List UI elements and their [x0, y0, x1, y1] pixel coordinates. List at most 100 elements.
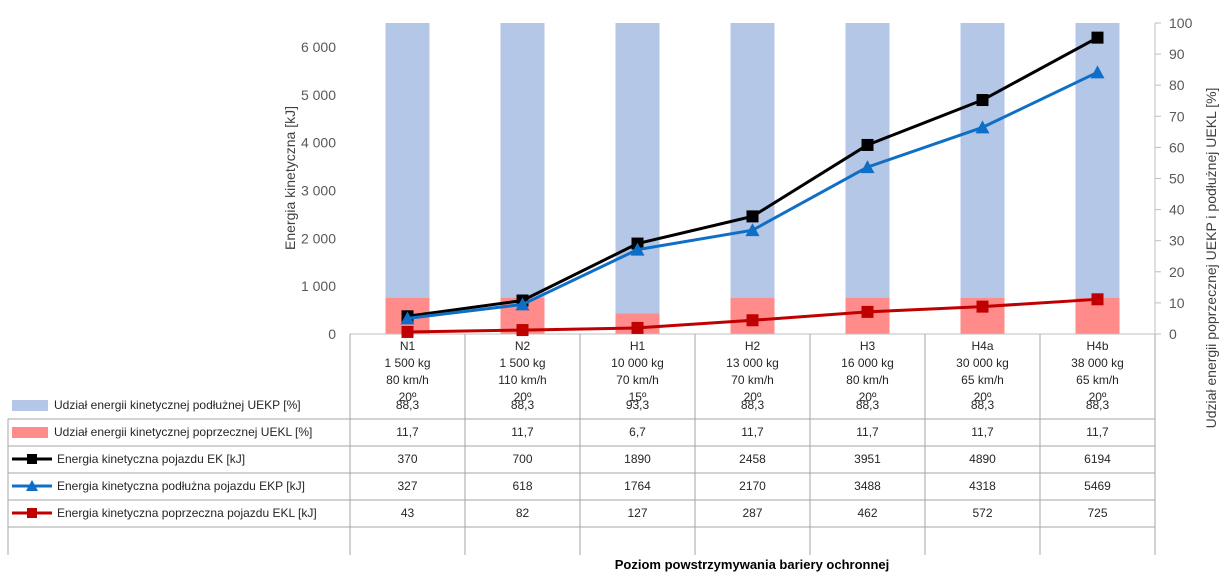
marker-1-1 — [515, 297, 530, 311]
table-cell-4-0: 43 — [401, 506, 415, 520]
table-cell-2-6: 6194 — [1084, 452, 1111, 466]
table-cell-1-1: 11,7 — [511, 425, 534, 439]
lines-layer — [400, 31, 1105, 338]
marker-0-6 — [1091, 31, 1104, 44]
y2-tick-1: 10 — [1169, 295, 1185, 311]
table-cell-4-6: 725 — [1087, 506, 1107, 520]
category-label-6-2: 65 km/h — [1076, 373, 1119, 387]
marker-2-5 — [976, 300, 989, 313]
marker-1-3 — [745, 223, 760, 237]
category-label-3-0: H2 — [745, 339, 761, 353]
marker-0-4 — [861, 138, 874, 151]
y-tick-3: 3 000 — [301, 182, 336, 198]
bar-uekp-1 — [500, 23, 545, 298]
bar-uekp-6 — [1075, 23, 1120, 298]
marker-1-5 — [975, 120, 990, 134]
marker-0-3 — [746, 210, 759, 223]
legend-label-1: Udział energii kinetycznej poprzecznej U… — [54, 425, 312, 439]
marker-1-4 — [860, 160, 875, 174]
category-label-4-0: H3 — [860, 339, 876, 353]
y2-tick-4: 40 — [1169, 202, 1185, 218]
table-cell-3-2: 1764 — [624, 479, 651, 493]
category-label-6-1: 38 000 kg — [1071, 356, 1124, 370]
category-label-0-3: 20º — [399, 390, 417, 404]
y-axis-right: 0 10 20 30 40 50 60 70 80 90 100 — [1154, 15, 1193, 342]
category-label-5-1: 30 000 kg — [956, 356, 1009, 370]
category-label-2-3: 15º — [629, 390, 647, 404]
category-label-0-2: 80 km/h — [386, 373, 429, 387]
category-label-0-0: N1 — [400, 339, 416, 353]
category-label-5-3: 20º — [974, 390, 992, 404]
category-label-4-1: 16 000 kg — [841, 356, 894, 370]
legend-label-3: Energia kinetyczna podłużna pojazdu EKP … — [57, 479, 305, 493]
legend-label-4: Energia kinetyczna poprzeczna pojazdu EK… — [57, 506, 317, 520]
table-cell-1-2: 6,7 — [629, 425, 646, 439]
marker-2-2 — [631, 321, 644, 334]
marker-0-5 — [976, 94, 989, 107]
table-cell-2-4: 3951 — [854, 452, 881, 466]
legend-label-0: Udział energii kinetycznej podłużnej UEK… — [54, 398, 301, 412]
table-cell-0-4: 88,3 — [856, 398, 880, 412]
y2-tick-0: 0 — [1169, 326, 1177, 342]
bar-uekp-5 — [960, 23, 1005, 298]
y-tick-0: 0 — [328, 326, 336, 342]
marker-1-6 — [1090, 65, 1105, 79]
table-cell-2-0: 370 — [397, 452, 417, 466]
category-label-0-1: 1 500 kg — [384, 356, 430, 370]
category-label-2-0: H1 — [630, 339, 646, 353]
legend-label-2: Energia kinetyczna pojazdu EK [kJ] — [57, 452, 245, 466]
marker-2-4 — [861, 305, 874, 318]
category-label-1-0: N2 — [515, 339, 531, 353]
table-cell-2-5: 4890 — [969, 452, 996, 466]
category-label-2-1: 10 000 kg — [611, 356, 664, 370]
category-label-3-1: 13 000 kg — [726, 356, 779, 370]
category-label-3-3: 20º — [744, 390, 762, 404]
category-label-4-3: 20º — [859, 390, 877, 404]
y-tick-6: 6 000 — [301, 39, 336, 55]
table-cell-3-5: 4318 — [969, 479, 996, 493]
marker-1-2 — [630, 242, 645, 256]
category-label-1-1: 1 500 kg — [499, 356, 545, 370]
table-cell-1-5: 11,7 — [971, 425, 994, 439]
table-cell-0-6: 88,3 — [1086, 398, 1110, 412]
y-tick-2: 2 000 — [301, 230, 336, 246]
category-label-6-3: 20º — [1089, 390, 1107, 404]
category-label-2-2: 70 km/h — [616, 373, 659, 387]
table-cell-2-2: 1890 — [624, 452, 651, 466]
table-cell-4-3: 287 — [742, 506, 762, 520]
table-grid — [7, 333, 1156, 555]
table-cell-3-4: 3488 — [854, 479, 881, 493]
table-cell-0-2: 93,3 — [626, 398, 650, 412]
table-cell-4-5: 572 — [972, 506, 992, 520]
legend-key-1 — [12, 427, 48, 438]
y2-tick-6: 60 — [1169, 139, 1185, 155]
bar-uekp-3 — [730, 23, 775, 298]
y2-tick-10: 100 — [1169, 15, 1193, 31]
y-tick-4: 4 000 — [301, 135, 336, 151]
table-cell-0-1: 88,3 — [511, 398, 535, 412]
y2-axis-title: Udział energii poprzecznej UEKP i podłuż… — [1203, 88, 1219, 429]
y2-tick-8: 80 — [1169, 77, 1185, 93]
table-cell-1-0: 11,7 — [396, 425, 419, 439]
data-table: Udział energii kinetycznej podłużnej UEK… — [12, 398, 1111, 520]
x-axis-title: Poziom powstrzymywania bariery ochronnej — [615, 557, 890, 572]
y-tick-1: 1 000 — [301, 278, 336, 294]
y-tick-5: 5 000 — [301, 87, 336, 103]
marker-2-1 — [516, 324, 529, 337]
table-cell-0-0: 88,3 — [396, 398, 420, 412]
y2-tick-3: 30 — [1169, 233, 1185, 249]
category-label-1-2: 110 km/h — [498, 373, 546, 387]
table-cell-3-3: 2170 — [739, 479, 766, 493]
table-cell-4-1: 82 — [516, 506, 530, 520]
table-cell-4-4: 462 — [857, 506, 877, 520]
table-cell-3-1: 618 — [512, 479, 532, 493]
table-cell-1-3: 11,7 — [741, 425, 764, 439]
category-label-3-2: 70 km/h — [731, 373, 774, 387]
y2-tick-2: 20 — [1169, 264, 1185, 280]
bar-uekp-2 — [615, 23, 660, 314]
marker-2-6 — [1091, 293, 1104, 306]
bar-uekp-0 — [385, 23, 430, 298]
y-axis-title: Energia kinetyczna [kJ] — [282, 106, 298, 250]
table-cell-0-5: 88,3 — [971, 398, 995, 412]
